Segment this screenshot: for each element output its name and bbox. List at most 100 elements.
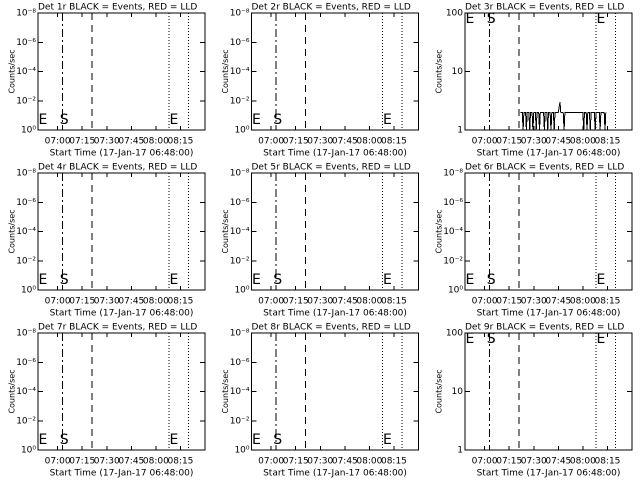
x-tick-label: 07:30 [307, 457, 333, 467]
y-tick-label: 10⁻⁶ [230, 358, 250, 368]
x-axis-label: Start Time (17-Jan-17 06:48:00) [477, 469, 621, 479]
y-tick-label: 10⁻⁶ [230, 38, 250, 48]
flag-label: E [169, 432, 178, 448]
chart-title: Det 9r BLACK = Events, RED = LLD [465, 323, 624, 333]
flag-label: E [38, 112, 47, 128]
x-tick-label: 07:15 [283, 137, 309, 147]
x-axis-label: Start Time (17-Jan-17 06:48:00) [50, 149, 194, 159]
flag-label: S [60, 112, 69, 128]
flag-label: E [252, 112, 261, 128]
y-tick-label: 10⁻² [230, 256, 250, 266]
y-axis-label: Counts/sec [8, 209, 17, 253]
x-axis-label: Start Time (17-Jan-17 06:48:00) [477, 309, 621, 319]
x-tick-label: 08:15 [167, 137, 193, 147]
x-tick-label: 07:00 [258, 137, 284, 147]
y-tick-label: 10 [452, 67, 464, 77]
flag-label: E [169, 272, 178, 288]
y-tick-label: 10⁻⁴ [230, 227, 250, 237]
x-tick-label: 07:15 [283, 457, 309, 467]
y-tick-label: 10⁻⁴ [16, 227, 36, 237]
y-tick-label: 10⁻² [443, 256, 463, 266]
x-axis-label: Start Time (17-Jan-17 06:48:00) [263, 309, 407, 319]
flag-label: E [596, 331, 605, 347]
y-tick-label: 10 [452, 387, 464, 397]
x-axis-label: Start Time (17-Jan-17 06:48:00) [50, 309, 194, 319]
x-tick-label: 07:00 [472, 297, 498, 307]
x-tick-label: 07:45 [118, 137, 144, 147]
x-tick-label: 08:15 [594, 457, 620, 467]
y-tick-label: 1 [457, 446, 463, 456]
flag-label: E [383, 432, 392, 448]
x-tick-label: 08:00 [356, 137, 382, 147]
chart-title: Det 8r BLACK = Events, RED = LLD [252, 323, 411, 333]
flag-label: S [60, 432, 69, 448]
y-axis-label: Counts/sec [435, 49, 444, 93]
x-tick-label: 07:15 [496, 297, 522, 307]
y-tick-label: 10⁰ [234, 286, 249, 296]
x-tick-label: 07:15 [69, 457, 95, 467]
x-tick-label: 07:15 [496, 457, 522, 467]
flag-label: E [169, 112, 178, 128]
flag-label: E [252, 432, 261, 448]
x-axis-label: Start Time (17-Jan-17 06:48:00) [263, 469, 407, 479]
flag-label: E [38, 272, 47, 288]
x-tick-label: 07:15 [283, 297, 309, 307]
y-tick-label: 10⁻⁴ [230, 67, 250, 77]
data-line [520, 102, 607, 131]
y-tick-label: 10⁻⁶ [16, 198, 36, 208]
x-tick-label: 08:15 [381, 137, 407, 147]
y-axis-label: Counts/sec [221, 209, 230, 253]
x-tick-label: 07:45 [332, 137, 358, 147]
x-tick-label: 07:30 [94, 137, 120, 147]
x-tick-label: 07:30 [521, 137, 547, 147]
x-tick-label: 07:00 [472, 457, 498, 467]
flag-label: E [465, 331, 474, 347]
x-tick-label: 08:15 [167, 297, 193, 307]
x-tick-label: 07:30 [307, 137, 333, 147]
x-tick-label: 07:30 [94, 297, 120, 307]
x-tick-label: 08:15 [594, 297, 620, 307]
y-axis-label: Counts/sec [221, 49, 230, 93]
x-tick-label: 07:15 [496, 137, 522, 147]
y-tick-label: 10⁰ [234, 126, 249, 136]
chart-title: Det 2r BLACK = Events, RED = LLD [252, 3, 411, 13]
flag-label: E [465, 11, 474, 27]
x-tick-label: 07:45 [118, 457, 144, 467]
y-tick-label: 10⁰ [21, 286, 36, 296]
x-tick-label: 08:15 [381, 297, 407, 307]
x-tick-label: 08:00 [570, 297, 596, 307]
chart-title: Det 6r BLACK = Events, RED = LLD [465, 163, 624, 173]
x-tick-label: 08:00 [356, 297, 382, 307]
y-tick-label: 10⁻⁸ [230, 9, 250, 19]
y-tick-label: 10⁻⁴ [230, 387, 250, 397]
chart-title: Det 3r BLACK = Events, RED = LLD [465, 3, 624, 13]
y-tick-label: 10⁻² [16, 256, 36, 266]
x-tick-label: 07:00 [258, 457, 284, 467]
y-tick-label: 10⁰ [21, 446, 36, 456]
x-tick-label: 08:00 [143, 297, 169, 307]
x-tick-label: 07:45 [332, 457, 358, 467]
x-tick-label: 08:15 [594, 137, 620, 147]
flag-label: E [252, 272, 261, 288]
y-axis-label: Counts/sec [435, 369, 444, 413]
y-tick-label: 10⁻⁶ [16, 38, 36, 48]
x-tick-label: 07:00 [258, 297, 284, 307]
y-axis-label: Counts/sec [8, 49, 17, 93]
y-tick-label: 10⁰ [448, 286, 463, 296]
x-tick-label: 07:15 [69, 297, 95, 307]
flag-label: S [487, 11, 496, 27]
y-axis-label: Counts/sec [221, 369, 230, 413]
flag-label: E [465, 272, 474, 288]
flag-label: E [383, 112, 392, 128]
x-tick-label: 07:30 [94, 457, 120, 467]
flag-label: S [273, 432, 282, 448]
y-tick-label: 10⁻⁴ [16, 387, 36, 397]
chart-title: Det 5r BLACK = Events, RED = LLD [252, 163, 411, 173]
y-tick-label: 10⁻⁶ [230, 198, 250, 208]
y-tick-label: 10⁻⁸ [16, 9, 36, 19]
flag-label: E [596, 272, 605, 288]
y-tick-label: 10⁻⁸ [16, 329, 36, 339]
flag-label: E [383, 272, 392, 288]
y-tick-label: 10⁻² [16, 96, 36, 106]
